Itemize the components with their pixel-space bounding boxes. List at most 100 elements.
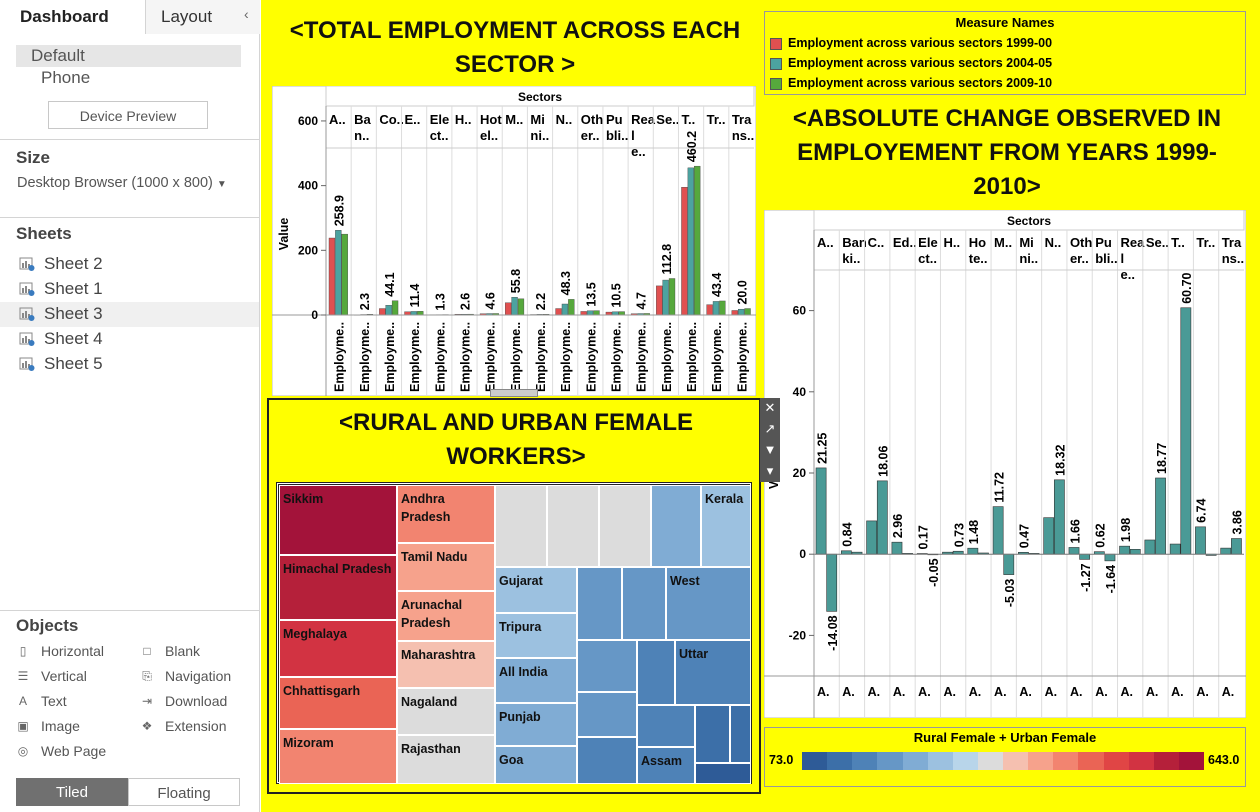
treemap-cell[interactable]: [547, 485, 599, 567]
close-icon[interactable]: ✕: [764, 400, 776, 415]
bar[interactable]: [385, 305, 392, 316]
bar[interactable]: [335, 230, 342, 316]
bar[interactable]: [1231, 538, 1242, 555]
bar[interactable]: [586, 310, 594, 316]
tiled-toggle[interactable]: Tiled: [16, 778, 128, 806]
legend-item[interactable]: Employment across various sectors 1999-0…: [770, 36, 1052, 50]
bar[interactable]: [517, 298, 525, 316]
treemap-cell[interactable]: [637, 705, 695, 747]
sheet-item[interactable]: Sheet 3: [0, 302, 259, 327]
treemap-cell[interactable]: Rajasthan: [397, 735, 495, 784]
bar[interactable]: [668, 278, 676, 316]
treemap-cell[interactable]: All India: [495, 658, 577, 703]
bar[interactable]: [876, 480, 888, 555]
bar[interactable]: [511, 297, 518, 316]
bar[interactable]: [1068, 547, 1080, 555]
bar[interactable]: [328, 237, 336, 316]
legend-item[interactable]: Employment across various sectors 2009-1…: [770, 76, 1052, 90]
sheet-item[interactable]: Sheet 2: [0, 252, 259, 277]
sheet-item[interactable]: Sheet 4: [0, 327, 259, 352]
treemap-cell[interactable]: Tripura: [495, 613, 577, 658]
object-download[interactable]: ⇥ Download: [142, 693, 227, 709]
device-preview-button[interactable]: Device Preview: [48, 101, 208, 129]
device-default[interactable]: Default: [16, 45, 241, 67]
treemap-cell[interactable]: Kerala: [701, 485, 751, 567]
bar[interactable]: [1220, 547, 1232, 555]
tab-layout[interactable]: Layout: [145, 0, 260, 34]
treemap-cell[interactable]: [577, 737, 637, 784]
treemap-cell[interactable]: Goa: [495, 746, 577, 784]
treemap-cell[interactable]: Chhattisgarh: [279, 677, 397, 729]
bar[interactable]: [1155, 477, 1166, 555]
total-employment-chart[interactable]: Sectors A.. 258.9 Employme.. Ban.. 2.3 Employm…: [272, 86, 756, 396]
bar[interactable]: [815, 467, 827, 555]
treemap-cell[interactable]: Uttar: [675, 640, 751, 705]
bar[interactable]: [555, 308, 562, 316]
bar[interactable]: [712, 301, 720, 316]
sheet-item[interactable]: Sheet 1: [0, 277, 259, 302]
treemap-cell[interactable]: [495, 485, 547, 567]
bar[interactable]: [744, 308, 751, 316]
treemap-cell[interactable]: Tamil Nadu: [397, 543, 495, 591]
treemap-cell[interactable]: [622, 567, 666, 640]
female-workers-treemap[interactable]: Sikkim Himachal Pradesh Meghalaya Chhattisg…: [276, 482, 752, 784]
bar[interactable]: [1195, 526, 1206, 555]
bar[interactable]: [1144, 539, 1156, 555]
object-horizontal[interactable]: ▯ Horizontal: [20, 643, 104, 659]
size-dropdown[interactable]: Desktop Browser (1000 x 800) ▼: [17, 175, 227, 191]
bar[interactable]: [580, 311, 587, 316]
bar[interactable]: [731, 310, 738, 316]
bar[interactable]: [738, 308, 745, 316]
filter-icon[interactable]: ▼: [763, 442, 777, 457]
drag-handle[interactable]: [490, 389, 538, 397]
bar[interactable]: [967, 547, 979, 555]
object-text[interactable]: A Text: [19, 693, 67, 709]
bar[interactable]: [379, 308, 386, 316]
device-phone[interactable]: Phone: [41, 68, 91, 87]
bar[interactable]: [417, 311, 424, 316]
bar[interactable]: [681, 187, 688, 316]
bar[interactable]: [1079, 553, 1091, 560]
treemap-cell[interactable]: Himachal Pradesh: [279, 555, 397, 620]
bar[interactable]: [840, 550, 852, 555]
treemap-cell[interactable]: Punjab: [495, 703, 577, 746]
bar[interactable]: [891, 541, 903, 555]
bar[interactable]: [1043, 517, 1055, 555]
more-icon[interactable]: ▾: [766, 463, 774, 478]
bar[interactable]: [568, 299, 575, 316]
bar[interactable]: [656, 285, 663, 316]
treemap-cell[interactable]: [651, 485, 701, 567]
bar[interactable]: [505, 302, 512, 316]
object-vertical[interactable]: ☰ Vertical: [18, 668, 87, 684]
bar[interactable]: [694, 165, 701, 316]
object-extension[interactable]: ❖ Extension: [142, 718, 227, 734]
color-legend[interactable]: Rural Female + Urban Female 73.0 643.0: [764, 727, 1246, 787]
treemap-cell[interactable]: Maharashtra: [397, 641, 495, 688]
treemap-cell[interactable]: West: [666, 567, 751, 640]
popout-icon[interactable]: ↗: [764, 421, 776, 436]
bar[interactable]: [1180, 307, 1192, 555]
bar[interactable]: [561, 303, 569, 316]
measure-names-legend[interactable]: Measure Names Employment across various …: [764, 11, 1246, 95]
treemap-cell[interactable]: [695, 705, 730, 763]
bar[interactable]: [1119, 545, 1130, 555]
bar[interactable]: [706, 304, 713, 316]
object-blank[interactable]: □ Blank: [143, 643, 200, 659]
chevron-left-icon[interactable]: ‹: [244, 6, 249, 22]
treemap-cell[interactable]: [577, 692, 637, 737]
treemap-cell[interactable]: [637, 640, 675, 705]
treemap-cell[interactable]: [599, 485, 651, 567]
bar[interactable]: [687, 167, 694, 316]
treemap-cell[interactable]: Andhra Pradesh: [397, 485, 495, 543]
treemap-cell[interactable]: Meghalaya: [279, 620, 397, 677]
bar[interactable]: [662, 279, 669, 316]
treemap-cell[interactable]: Arunachal Pradesh: [397, 591, 495, 641]
bar[interactable]: [1053, 479, 1065, 555]
floating-toggle[interactable]: Floating: [128, 778, 240, 806]
treemap-cell[interactable]: Assam: [637, 747, 695, 784]
bar[interactable]: [391, 300, 399, 316]
object-web-page[interactable]: ◎ Web Page: [18, 743, 106, 759]
bar[interactable]: [593, 310, 600, 316]
sheet-item[interactable]: Sheet 5: [0, 352, 259, 377]
